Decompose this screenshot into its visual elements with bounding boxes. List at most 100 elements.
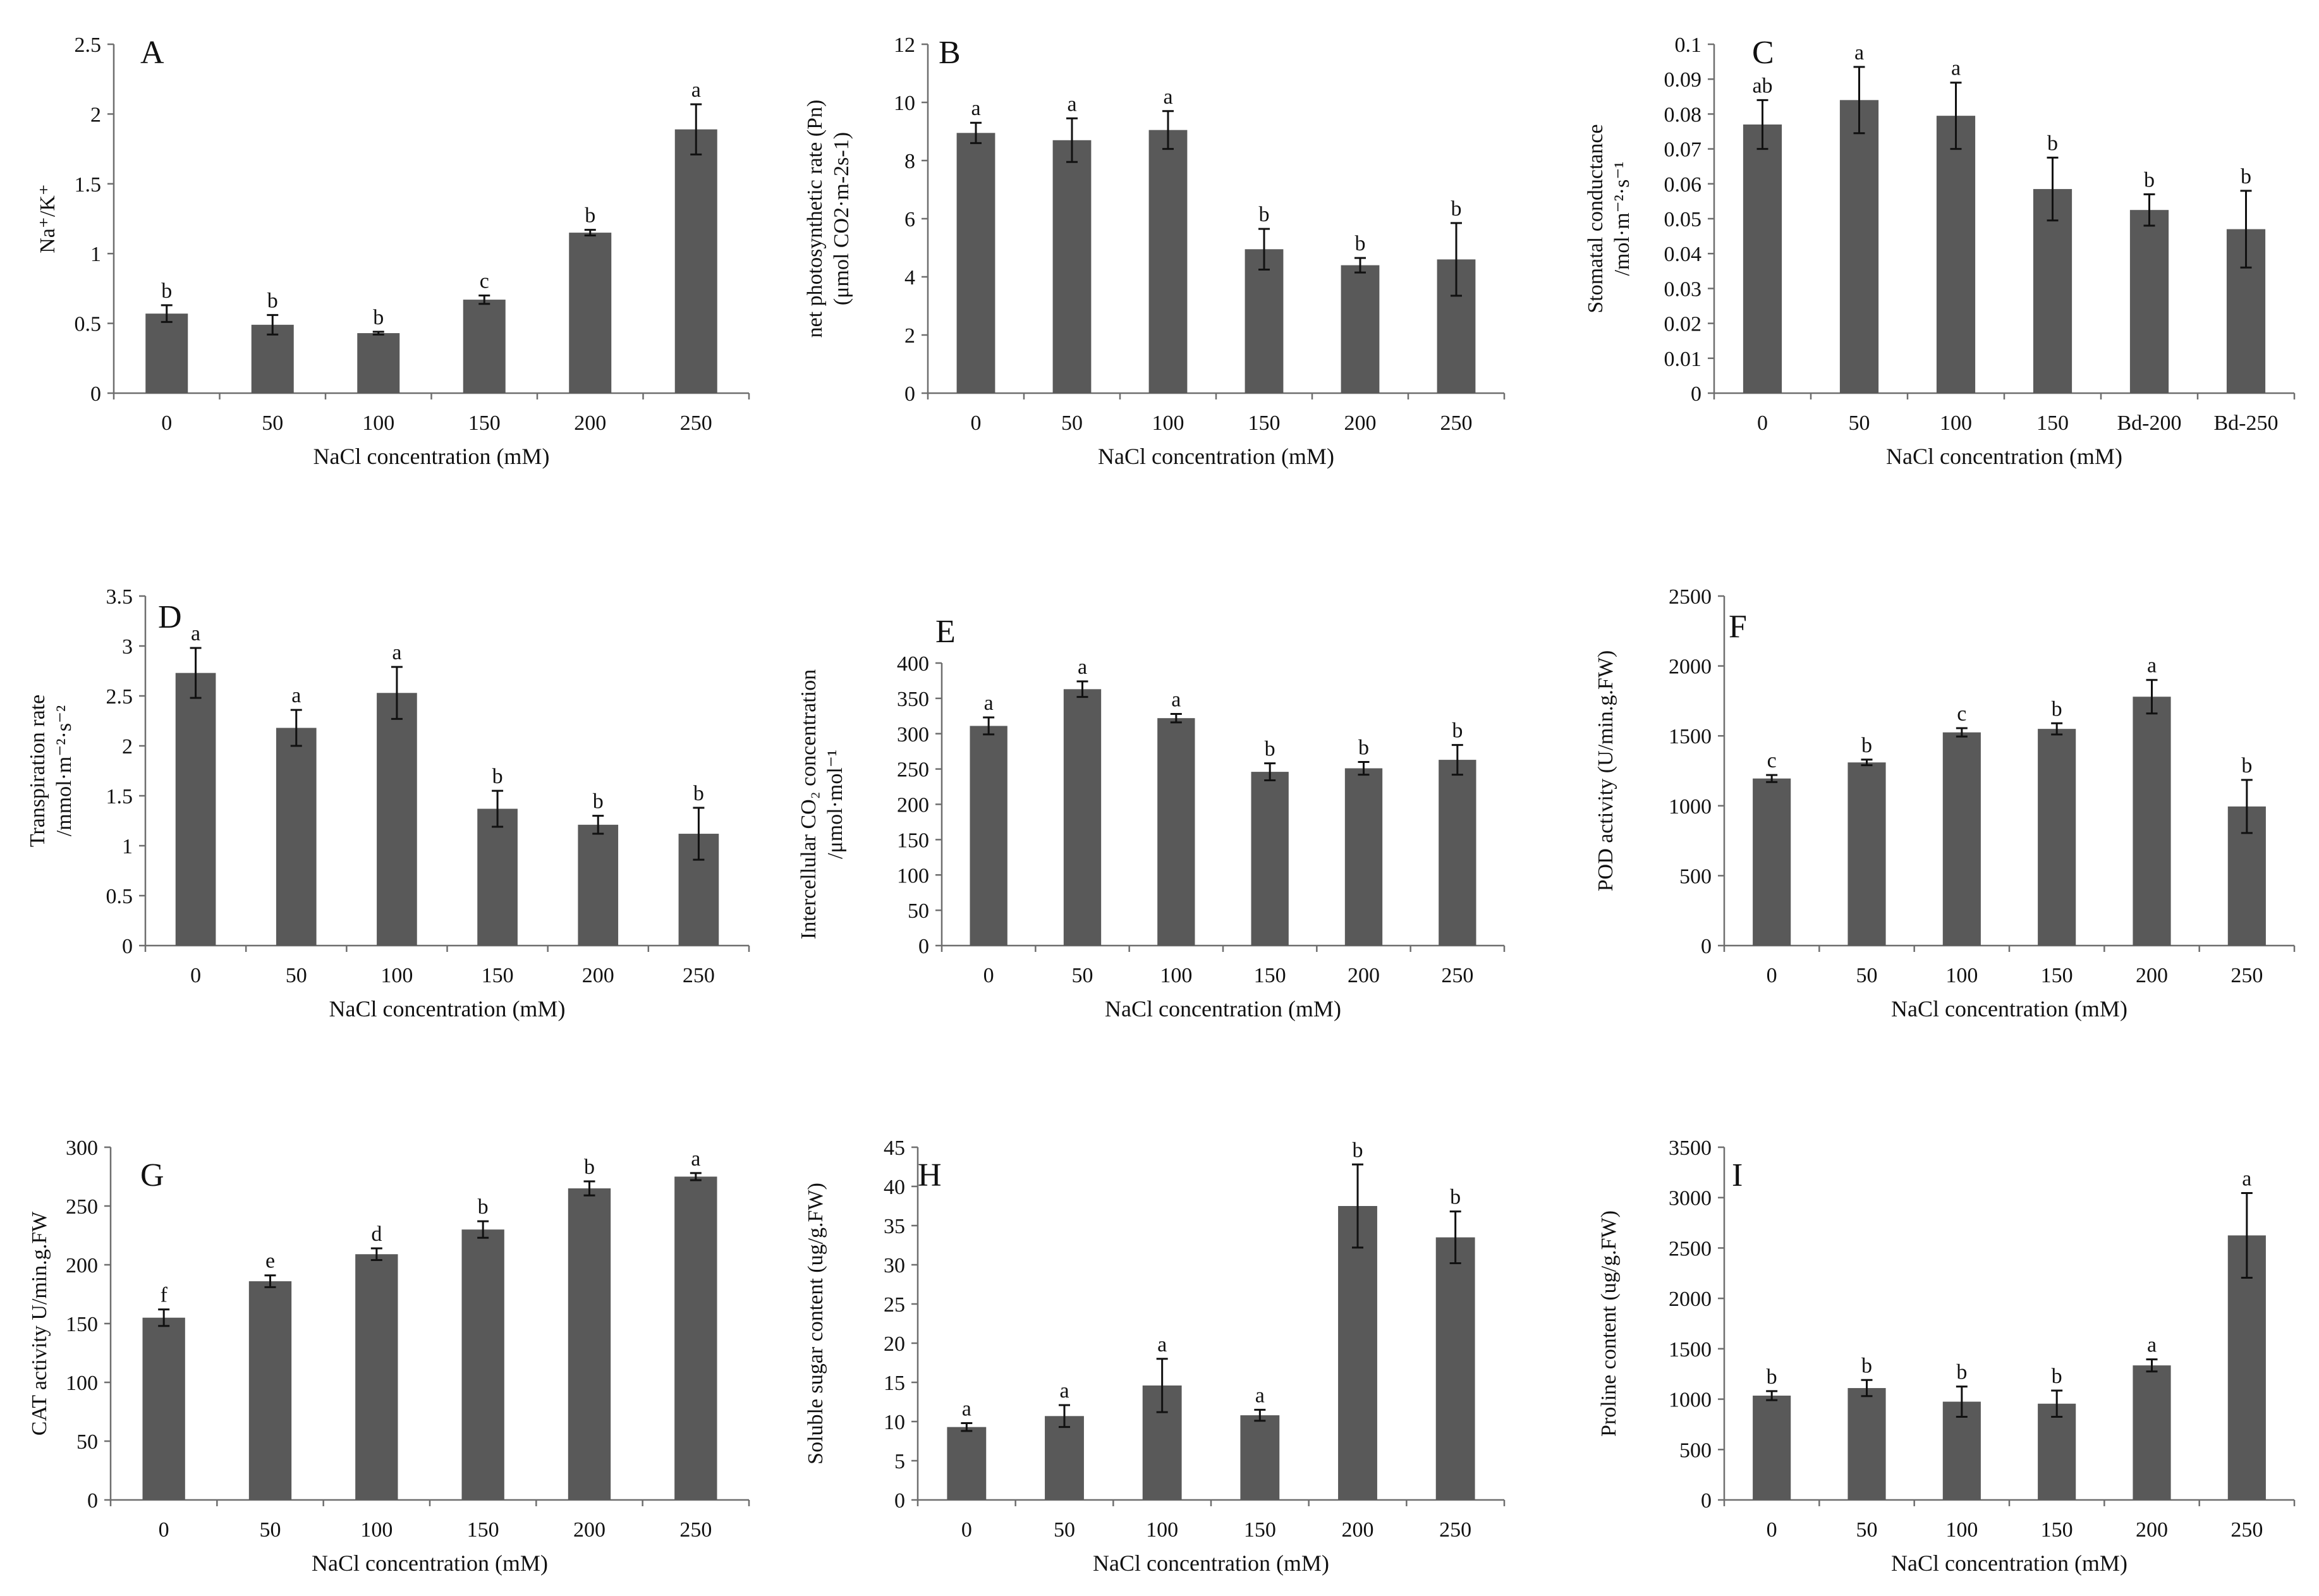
y-tick-label: 20 xyxy=(884,1332,905,1356)
significance-letter: b xyxy=(1861,734,1872,757)
y-tick-label: 0.07 xyxy=(1664,138,1702,162)
x-axis-title: NaCl concentration (mM) xyxy=(1891,1550,2127,1576)
significance-letter: a xyxy=(691,1147,700,1171)
y-axis-title-line: /mol·m⁻²·s⁻¹ xyxy=(1610,162,1634,276)
significance-letter: b xyxy=(161,279,172,303)
significance-letter: a xyxy=(2242,1167,2251,1191)
x-tick-label: 200 xyxy=(1344,411,1377,435)
y-tick-label: 3000 xyxy=(1669,1187,1712,1210)
x-tick-label: Bd-200 xyxy=(2117,411,2182,435)
bar xyxy=(145,314,188,393)
y-tick-label: 0.1 xyxy=(1675,34,1702,57)
bar xyxy=(1245,249,1284,393)
bar xyxy=(1743,124,1782,393)
chart-panel-h: H 0 5 10 15 20 25 30 35 40 45 a 0 a 50 a 100 a 150 b 200 b 250… xyxy=(804,1136,1506,1576)
x-tick-label: 250 xyxy=(2231,964,2263,987)
x-tick-label: 100 xyxy=(360,1518,393,1542)
bar xyxy=(1052,140,1092,394)
x-tick-label: 50 xyxy=(1849,411,1870,435)
bar xyxy=(1240,1415,1280,1500)
bar xyxy=(2033,189,2072,393)
y-tick-label: 50 xyxy=(76,1430,98,1454)
bar xyxy=(2129,210,2169,393)
y-tick-label: 2500 xyxy=(1669,585,1712,609)
significance-letter: b xyxy=(1452,719,1463,743)
bar xyxy=(175,673,216,946)
bar xyxy=(463,300,506,393)
y-tick-label: 30 xyxy=(884,1254,905,1277)
x-tick-label: 150 xyxy=(2041,964,2073,987)
y-axis-title-line: Na⁺/K⁺ xyxy=(36,184,59,253)
bar xyxy=(1344,768,1383,946)
significance-letter: b xyxy=(2047,131,2058,155)
y-tick-label: 350 xyxy=(897,688,929,711)
bar xyxy=(2038,1403,2076,1500)
x-tick-label: 100 xyxy=(1160,964,1192,987)
y-tick-label: 0.04 xyxy=(1664,243,1702,266)
significance-letter: a xyxy=(1171,688,1181,711)
y-tick-label: 8 xyxy=(904,150,915,173)
y-tick-label: 2000 xyxy=(1669,1288,1712,1311)
chart-panel-i: I 0 500 1000 1500 2000 2500 3000 3500 b 0 b 50 b 100 b 1… xyxy=(1597,1136,2296,1576)
y-tick-label: 150 xyxy=(66,1313,98,1336)
y-tick-label: 2 xyxy=(90,103,101,126)
bar xyxy=(947,1427,987,1500)
x-tick-label: 200 xyxy=(574,411,606,435)
bar xyxy=(1839,100,1879,393)
significance-letter: b xyxy=(478,1195,489,1219)
significance-letter: b xyxy=(693,782,704,805)
y-tick-label: 0.01 xyxy=(1664,348,1702,371)
significance-letter: a xyxy=(691,78,701,102)
y-tick-label: 0 xyxy=(90,382,101,406)
panel-letter: F xyxy=(1729,609,1747,645)
y-axis-title: CAT activity U/min.g.FW xyxy=(28,1211,51,1435)
y-tick-label: 2 xyxy=(122,735,133,758)
significance-letter: a xyxy=(984,691,994,715)
panel-letter: I xyxy=(1732,1157,1743,1193)
y-axis-title-line: /mmol·m⁻²·s⁻² xyxy=(52,705,76,836)
x-tick-label: 0 xyxy=(1767,1518,1777,1542)
x-tick-label: 250 xyxy=(2231,1518,2263,1542)
y-tick-label: 0 xyxy=(1691,382,1701,406)
y-axis-title-line: Stomatal conductance xyxy=(1584,124,1607,313)
x-axis-title: NaCl concentration (mM) xyxy=(312,1550,548,1576)
x-tick-label: 150 xyxy=(1244,1518,1276,1542)
bar xyxy=(1942,1401,1981,1500)
x-tick-label: 50 xyxy=(1072,964,1093,987)
y-tick-label: 0 xyxy=(87,1489,98,1513)
bar xyxy=(2227,1235,2266,1500)
significance-letter: f xyxy=(161,1284,168,1307)
y-axis-title-line: (μmol CO2·m-2s-1) xyxy=(830,132,853,305)
y-tick-label: 2.5 xyxy=(106,685,133,709)
y-axis-title: Na⁺/K⁺ xyxy=(36,184,59,253)
x-tick-label: 50 xyxy=(286,964,307,987)
x-tick-label: 200 xyxy=(573,1518,606,1542)
x-tick-label: 250 xyxy=(679,1518,712,1542)
x-tick-label: 150 xyxy=(482,964,514,987)
x-tick-label: 0 xyxy=(1767,964,1777,987)
y-tick-label: 1000 xyxy=(1669,1389,1712,1412)
x-tick-label: Bd-250 xyxy=(2214,411,2279,435)
x-tick-label: 50 xyxy=(260,1518,281,1542)
y-tick-label: 0 xyxy=(894,1489,905,1513)
significance-letter: a xyxy=(971,97,980,120)
y-tick-label: 0.03 xyxy=(1664,277,1702,301)
significance-letter: b xyxy=(1956,1361,1967,1384)
significance-letter: b xyxy=(584,1155,595,1179)
x-tick-label: 200 xyxy=(2136,964,2168,987)
y-tick-label: 15 xyxy=(884,1372,905,1395)
y-tick-label: 0.05 xyxy=(1664,208,1702,231)
significance-letter: a xyxy=(1157,1333,1167,1356)
y-tick-label: 250 xyxy=(897,758,929,782)
y-tick-label: 1 xyxy=(90,243,101,266)
x-tick-label: 250 xyxy=(1441,964,1473,987)
x-tick-label: 0 xyxy=(1757,411,1768,435)
x-tick-label: 100 xyxy=(1146,1518,1178,1542)
y-tick-label: 0.09 xyxy=(1664,68,1702,92)
y-tick-label: 400 xyxy=(897,652,929,676)
x-tick-label: 100 xyxy=(380,964,413,987)
bar xyxy=(578,824,619,946)
y-axis-title: Stomatal conductance/mol·m⁻²·s⁻¹ xyxy=(1584,124,1634,313)
significance-letter: b xyxy=(2241,754,2252,777)
bar xyxy=(1942,732,1981,946)
